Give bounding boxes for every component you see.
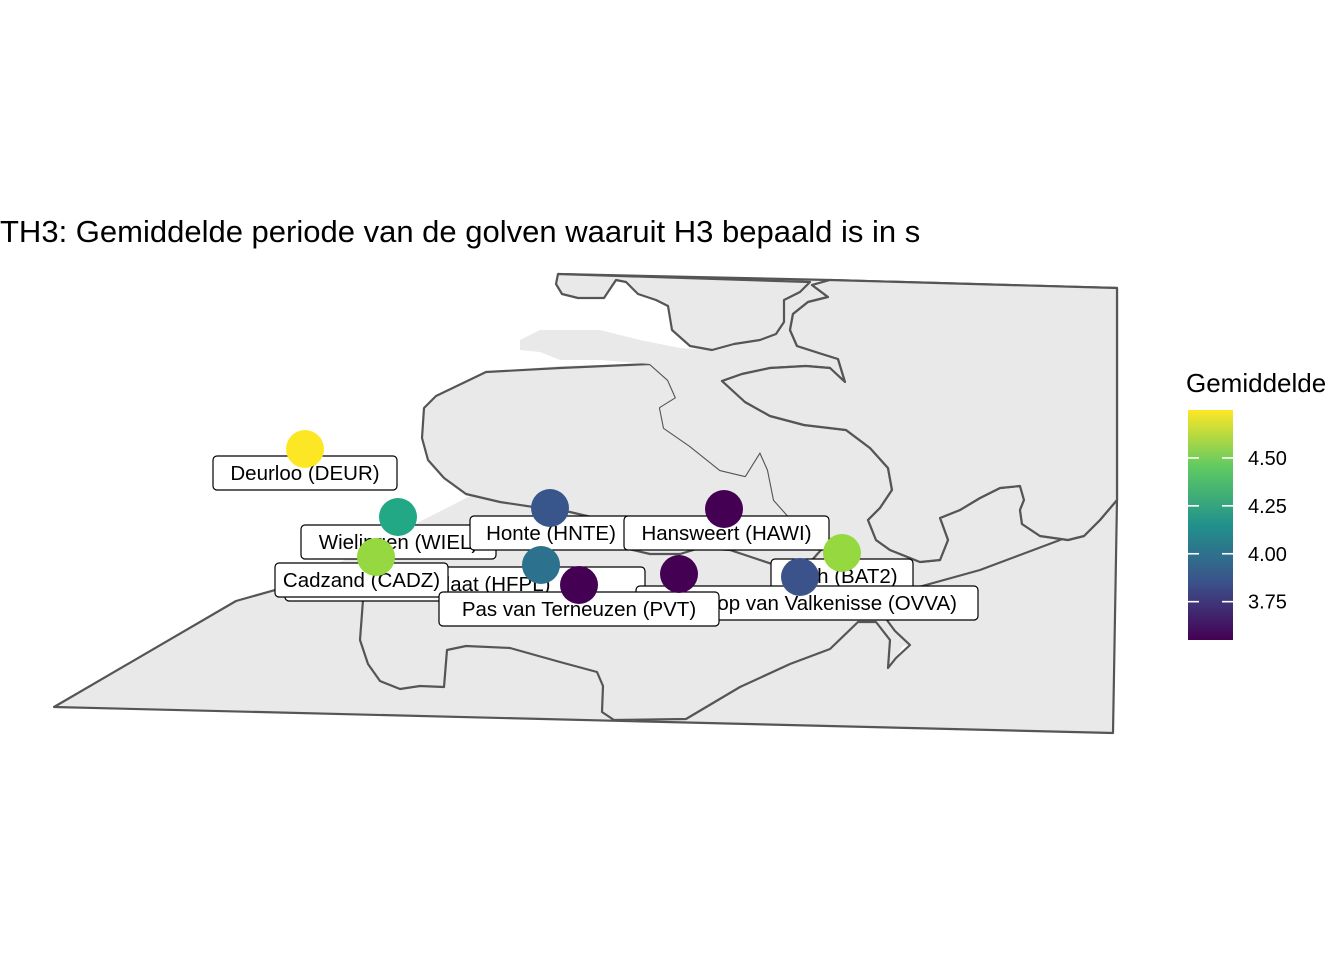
northeast-land (520, 274, 892, 540)
station-label-text: Honte (HNTE) (486, 522, 616, 545)
map-title: TH3: Gemiddelde periode van de golven wa… (0, 214, 920, 249)
legend-colorbar (1188, 410, 1233, 640)
station-point-ovva (660, 555, 698, 593)
station-label-ovva: Overloop van Valkenisse (OVVA) (635, 585, 979, 621)
station-points (286, 430, 861, 604)
schouwen-island (554, 272, 812, 352)
mainland-border (52, 498, 1119, 735)
station-label-hnte: Honte (HNTE) (469, 515, 633, 551)
legend-tick-label: 3.75 (1248, 592, 1287, 614)
northeast-fill (720, 278, 1119, 564)
station-point-cadz (357, 538, 395, 576)
station-label-text: Deurloo (DEUR) (230, 462, 379, 485)
legend-tick-label: 4.50 (1248, 448, 1287, 470)
station-label-text: Pas van Terneuzen (PVT) (462, 598, 696, 621)
station-label-wiel: Wielingen (WIEL) (300, 524, 497, 560)
station-label-text: Wielingen (WIEL) (319, 531, 479, 554)
legend-tick-label: 4.00 (1248, 544, 1287, 566)
station-point-wiel (379, 498, 417, 536)
station-point-hfpl (522, 546, 560, 584)
station-label-cadz: Cadzand (CADZ) (274, 562, 449, 598)
station-point-hawi (705, 490, 743, 528)
station-point-deur (286, 430, 324, 468)
station-point-hnte (531, 489, 569, 527)
station-label-hawi: Hansweert (HAWI) (623, 515, 830, 551)
station-point-pvt (560, 566, 598, 604)
legend-ticks: 4.50 4.25 4.00 3.75 (1188, 448, 1287, 614)
station-point-bat2 (823, 534, 861, 572)
legend-tick-label: 4.25 (1248, 496, 1287, 518)
legend-title: Gemiddelde (1186, 368, 1326, 398)
station-label-pvt: Pas van Terneuzen (PVT) (438, 591, 720, 627)
station-label-deur: Deurloo (DEUR) (212, 455, 398, 491)
station-label-text: Overloop van Valkenisse (OVVA) (657, 592, 957, 615)
station-label-text: Hansweert (HAWI) (641, 522, 811, 545)
station-label-text: Cadzand (CADZ) (283, 569, 440, 592)
station-point-ovva2 (781, 558, 819, 596)
